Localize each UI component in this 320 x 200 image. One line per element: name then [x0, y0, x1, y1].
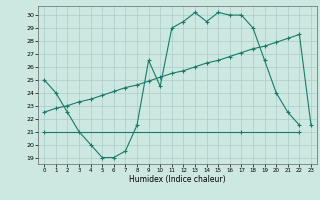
X-axis label: Humidex (Indice chaleur): Humidex (Indice chaleur) — [129, 175, 226, 184]
